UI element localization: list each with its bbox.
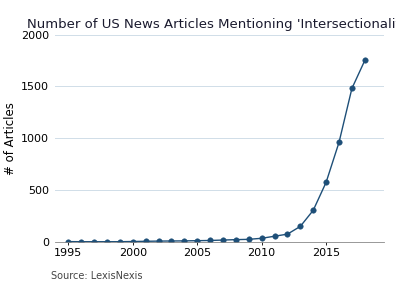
Y-axis label: # of Articles: # of Articles: [4, 102, 17, 175]
Title: Number of US News Articles Mentioning 'Intersectionality': Number of US News Articles Mentioning 'I…: [27, 18, 396, 31]
Text: Source: LexisNexis: Source: LexisNexis: [51, 271, 143, 281]
